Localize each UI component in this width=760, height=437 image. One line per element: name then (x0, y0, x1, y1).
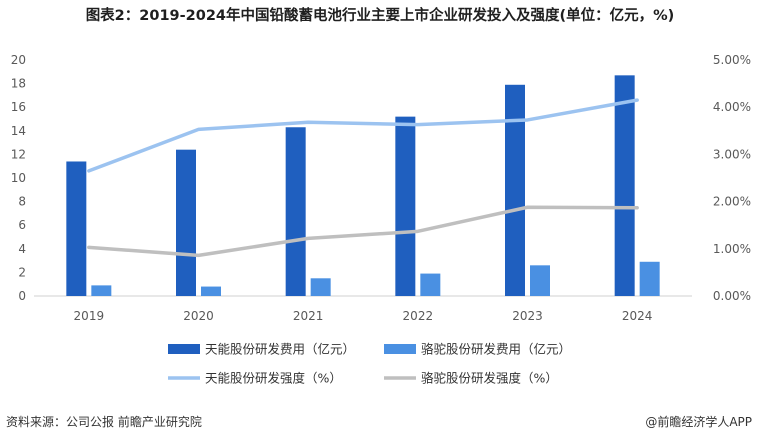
legend: 天能股份研发费用（亿元） 骆驼股份研发费用（亿元） 天能股份研发强度（%） 骆驼股份研… (168, 342, 571, 386)
legend-label: 天能股份研发强度（%） (205, 371, 342, 386)
bar-tianneng-2021 (285, 127, 306, 296)
y-tick-label-left: 10 (11, 171, 26, 185)
x-tick-label: 2024 (622, 309, 653, 323)
y-tick-label-right: 2.00% (713, 195, 751, 209)
bar-camel-2024 (639, 261, 660, 296)
y-axis-right: 0.00% 1.00% 2.00% 3.00% 4.00% 5.00% (713, 53, 751, 303)
watermark-credit: @前瞻经济学人APP (645, 415, 752, 429)
y-tick-label-right: 3.00% (713, 147, 751, 161)
y-axis-left: 0 2 4 6 8 10 12 14 16 18 20 (11, 53, 26, 303)
legend-label: 天能股份研发费用（亿元） (205, 342, 355, 357)
y-tick-label-left: 16 (11, 100, 26, 114)
legend-swatch (168, 344, 200, 354)
y-tick-label-left: 4 (18, 242, 26, 256)
y-tick-label-right: 0.00% (713, 289, 751, 303)
x-tick-label: 2019 (74, 309, 105, 323)
y-tick-label-right: 4.00% (713, 100, 751, 114)
source-note: 资料来源：公司公报 前瞻产业研究院 (6, 415, 202, 429)
bar-camel-2020 (201, 286, 221, 296)
y-tick-label-left: 18 (11, 77, 26, 91)
y-tick-label-left: 12 (11, 147, 26, 161)
y-tick-label-left: 6 (18, 218, 26, 232)
bar-tianneng-2024 (614, 75, 635, 296)
y-tick-label-left: 14 (11, 124, 26, 138)
y-tick-label-left: 20 (11, 53, 26, 67)
x-tick-label: 2020 (183, 309, 214, 323)
x-tick-label: 2021 (293, 309, 324, 323)
line-camel-intensity (87, 205, 639, 258)
bar-camel-2019 (91, 285, 112, 296)
bar-tianneng-2022 (395, 116, 416, 296)
x-axis-labels: 2019 2020 2021 2022 2023 2024 (74, 309, 653, 323)
bar-camel-2021 (310, 278, 331, 296)
bar-camel-2022 (420, 273, 441, 296)
chart-title: 图表2：2019-2024年中国铅酸蓄电池行业主要上市企业研发投入及强度(单位：… (85, 8, 675, 24)
y-tick-label-left: 8 (18, 195, 26, 209)
bar-series (66, 75, 660, 296)
line-tianneng-intensity (87, 98, 639, 173)
line-series (87, 98, 639, 258)
y-tick-label-right: 1.00% (713, 242, 751, 256)
y-tick-label-right: 5.00% (713, 53, 751, 67)
bar-camel-2023 (530, 265, 550, 296)
bar-tianneng-2019 (66, 161, 87, 296)
x-tick-label: 2022 (403, 309, 434, 323)
bar-tianneng-2023 (505, 84, 525, 296)
y-tick-label-left: 0 (18, 289, 26, 303)
legend-label: 骆驼股份研发强度（%） (421, 371, 558, 386)
legend-label: 骆驼股份研发费用（亿元） (421, 342, 571, 357)
x-tick-label: 2023 (512, 309, 543, 323)
legend-swatch (384, 344, 416, 354)
bar-tianneng-2020 (176, 149, 196, 296)
y-tick-label-left: 2 (18, 265, 26, 279)
